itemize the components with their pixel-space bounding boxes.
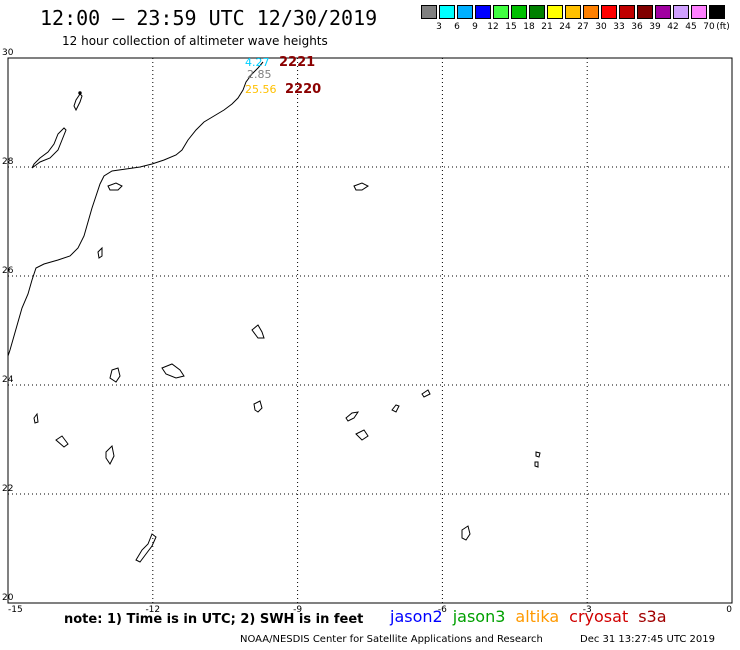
island-small-14 bbox=[105, 444, 115, 465]
lat-tick-label: 26 bbox=[2, 266, 14, 276]
legend-level-label: 24 bbox=[559, 22, 571, 32]
island-small-16 bbox=[534, 461, 539, 468]
satellite-cryosat: cryosat bbox=[569, 607, 629, 626]
island-small-2 bbox=[353, 182, 369, 191]
island-small-15 bbox=[535, 451, 541, 458]
lat-tick-label: 20 bbox=[2, 593, 14, 603]
island-small-4 bbox=[251, 324, 265, 339]
legend-swatch bbox=[691, 5, 707, 19]
page-subtitle: 12 hour collection of altimeter wave hei… bbox=[62, 34, 328, 48]
legend-swatch bbox=[457, 5, 473, 19]
legend-level-label: 15 bbox=[505, 22, 517, 32]
track-id-2221: 2221 bbox=[279, 55, 315, 70]
island-small-13 bbox=[355, 429, 369, 441]
legend-swatch bbox=[421, 5, 437, 19]
legend-swatch bbox=[547, 5, 563, 19]
island-small-8 bbox=[345, 411, 360, 422]
swh-value-3: 25.56 bbox=[245, 83, 277, 96]
legend-level-label: 33 bbox=[613, 22, 625, 32]
credit-line: NOAA/NESDIS Center for Satellite Applica… bbox=[240, 634, 543, 645]
legend-level-label: 3 bbox=[436, 22, 442, 32]
legend-level-label: 36 bbox=[631, 22, 643, 32]
lon-tick-label: -6 bbox=[438, 605, 447, 615]
legend-level-label: 30 bbox=[595, 22, 607, 32]
lon-tick-label: -3 bbox=[583, 605, 592, 615]
legend-level-label: 6 bbox=[454, 22, 460, 32]
satellite-jason2: jason2 bbox=[390, 607, 443, 626]
axis-tick-labels: -15 -12 -9 -6 -3 0 20 22 24 26 28 30 bbox=[2, 48, 732, 615]
island-small-17 bbox=[461, 525, 471, 541]
legend-level-label: 12 bbox=[487, 22, 499, 32]
legend-swatch bbox=[529, 5, 545, 19]
footer-note: note: 1) Time is in UTC; 2) SWH is in fe… bbox=[64, 612, 364, 627]
legend-unit: (ft) bbox=[716, 22, 730, 32]
swh-value-2: 2.85 bbox=[247, 68, 272, 81]
legend-level-label: 9 bbox=[472, 22, 478, 32]
page-title: 12:00 — 23:59 UTC 12/30/2019 bbox=[40, 6, 378, 30]
lat-tick-label: 28 bbox=[2, 157, 14, 167]
island-small-7 bbox=[253, 400, 263, 413]
legend-level-label: 27 bbox=[577, 22, 589, 32]
legend-level-label: 70 bbox=[703, 22, 715, 32]
track-id-2220: 2220 bbox=[285, 82, 321, 97]
legend-swatch bbox=[619, 5, 635, 19]
lat-tick-label: 22 bbox=[2, 484, 13, 494]
island-small-3 bbox=[97, 246, 103, 259]
lon-tick-label: 0 bbox=[726, 605, 732, 615]
legend-swatch bbox=[439, 5, 455, 19]
legend-level-label: 45 bbox=[685, 22, 697, 32]
map-frame bbox=[7, 57, 733, 604]
legend-swatch bbox=[601, 5, 617, 19]
lon-tick-label: -9 bbox=[293, 605, 302, 615]
legend-swatch bbox=[565, 5, 581, 19]
legend-level-label: 42 bbox=[667, 22, 679, 32]
legend-level-label: 39 bbox=[649, 22, 661, 32]
coastlines bbox=[7, 61, 541, 563]
african-coastline bbox=[7, 61, 264, 357]
map-grid bbox=[8, 58, 732, 603]
island-dot bbox=[78, 91, 82, 95]
satellite-legend: jason2 jason3 altika cryosat s3a bbox=[390, 607, 677, 626]
lat-tick-label: 30 bbox=[2, 48, 14, 58]
island-small-10 bbox=[421, 389, 431, 398]
island-small-6 bbox=[161, 363, 185, 379]
legend-swatch bbox=[637, 5, 653, 19]
legend-swatch bbox=[709, 5, 725, 19]
generation-timestamp: Dec 31 13:27:45 UTC 2019 bbox=[580, 634, 715, 645]
island-small-9 bbox=[391, 404, 400, 413]
swh-value-1: 4.27 bbox=[245, 56, 270, 69]
legend-swatch bbox=[493, 5, 509, 19]
legend-swatch bbox=[655, 5, 671, 19]
satellite-s3a: s3a bbox=[638, 607, 667, 626]
island-small-12 bbox=[55, 435, 69, 448]
island-fuerteventura bbox=[31, 127, 67, 169]
legend-swatch bbox=[511, 5, 527, 19]
track-annotations: 4.27 2.85 25.56 2221 2220 bbox=[245, 55, 321, 97]
lat-tick-label: 24 bbox=[2, 375, 14, 385]
satellite-jason3: jason3 bbox=[452, 607, 506, 626]
island-small-5 bbox=[109, 367, 121, 383]
lon-tick-label: -15 bbox=[8, 605, 23, 615]
island-small-1 bbox=[107, 182, 123, 191]
island-small-11 bbox=[33, 412, 39, 424]
island-small-18 bbox=[135, 533, 157, 563]
satellite-altika: altika bbox=[515, 607, 560, 626]
legend-level-label: 21 bbox=[541, 22, 553, 32]
lon-tick-label: -12 bbox=[145, 605, 160, 615]
legend-swatch bbox=[583, 5, 599, 19]
legend-level-label: 18 bbox=[523, 22, 535, 32]
legend-swatch bbox=[673, 5, 689, 19]
legend-swatch bbox=[475, 5, 491, 19]
